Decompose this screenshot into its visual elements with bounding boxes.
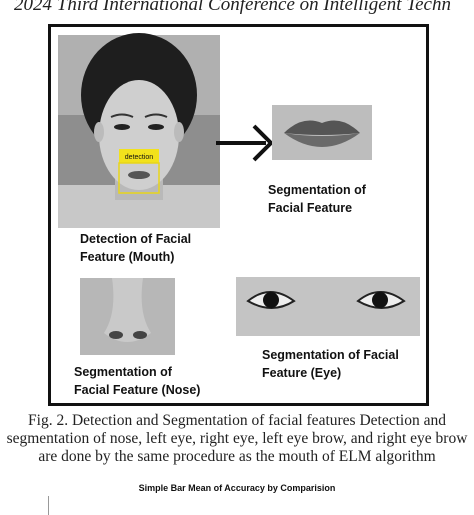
face-photo	[58, 33, 220, 228]
segmentation-label: Facial Feature	[268, 201, 352, 215]
axis-stub	[48, 496, 49, 515]
eye-label: Feature (Eye)	[262, 366, 341, 380]
detection-region	[118, 162, 160, 194]
caption-line: are done by the same procedure as the mo…	[38, 448, 436, 465]
caption-line: segmentation of nose, left eye, right ey…	[6, 430, 468, 447]
arrow	[216, 124, 274, 162]
detection-box	[119, 149, 159, 163]
mouth-label: Feature (Mouth)	[80, 250, 174, 264]
detection-tag: detection	[125, 154, 154, 161]
caption-line: Fig. 2. Detection and Segmentation of fa…	[28, 412, 446, 429]
mouth-label: Detection of Facial	[80, 232, 191, 246]
conference-header: 2024 Third International Conference on I…	[14, 0, 451, 15]
figure-caption: Fig. 2. Detection and Segmentation of fa…	[0, 412, 474, 466]
nose-photo	[80, 278, 175, 355]
figure: detection Segmentation of Facial Feature…	[48, 24, 429, 406]
nose-label: Segmentation of	[74, 365, 173, 379]
next-figure-title: Simple Bar Mean of Accuracy by Comparisi…	[138, 483, 336, 493]
lips-photo	[272, 105, 372, 160]
nose-label: Facial Feature (Nose)	[74, 383, 200, 397]
eye-label: Segmentation of Facial	[262, 348, 399, 362]
segmentation-label: Segmentation of	[268, 183, 367, 197]
eyes-photo	[236, 277, 420, 336]
